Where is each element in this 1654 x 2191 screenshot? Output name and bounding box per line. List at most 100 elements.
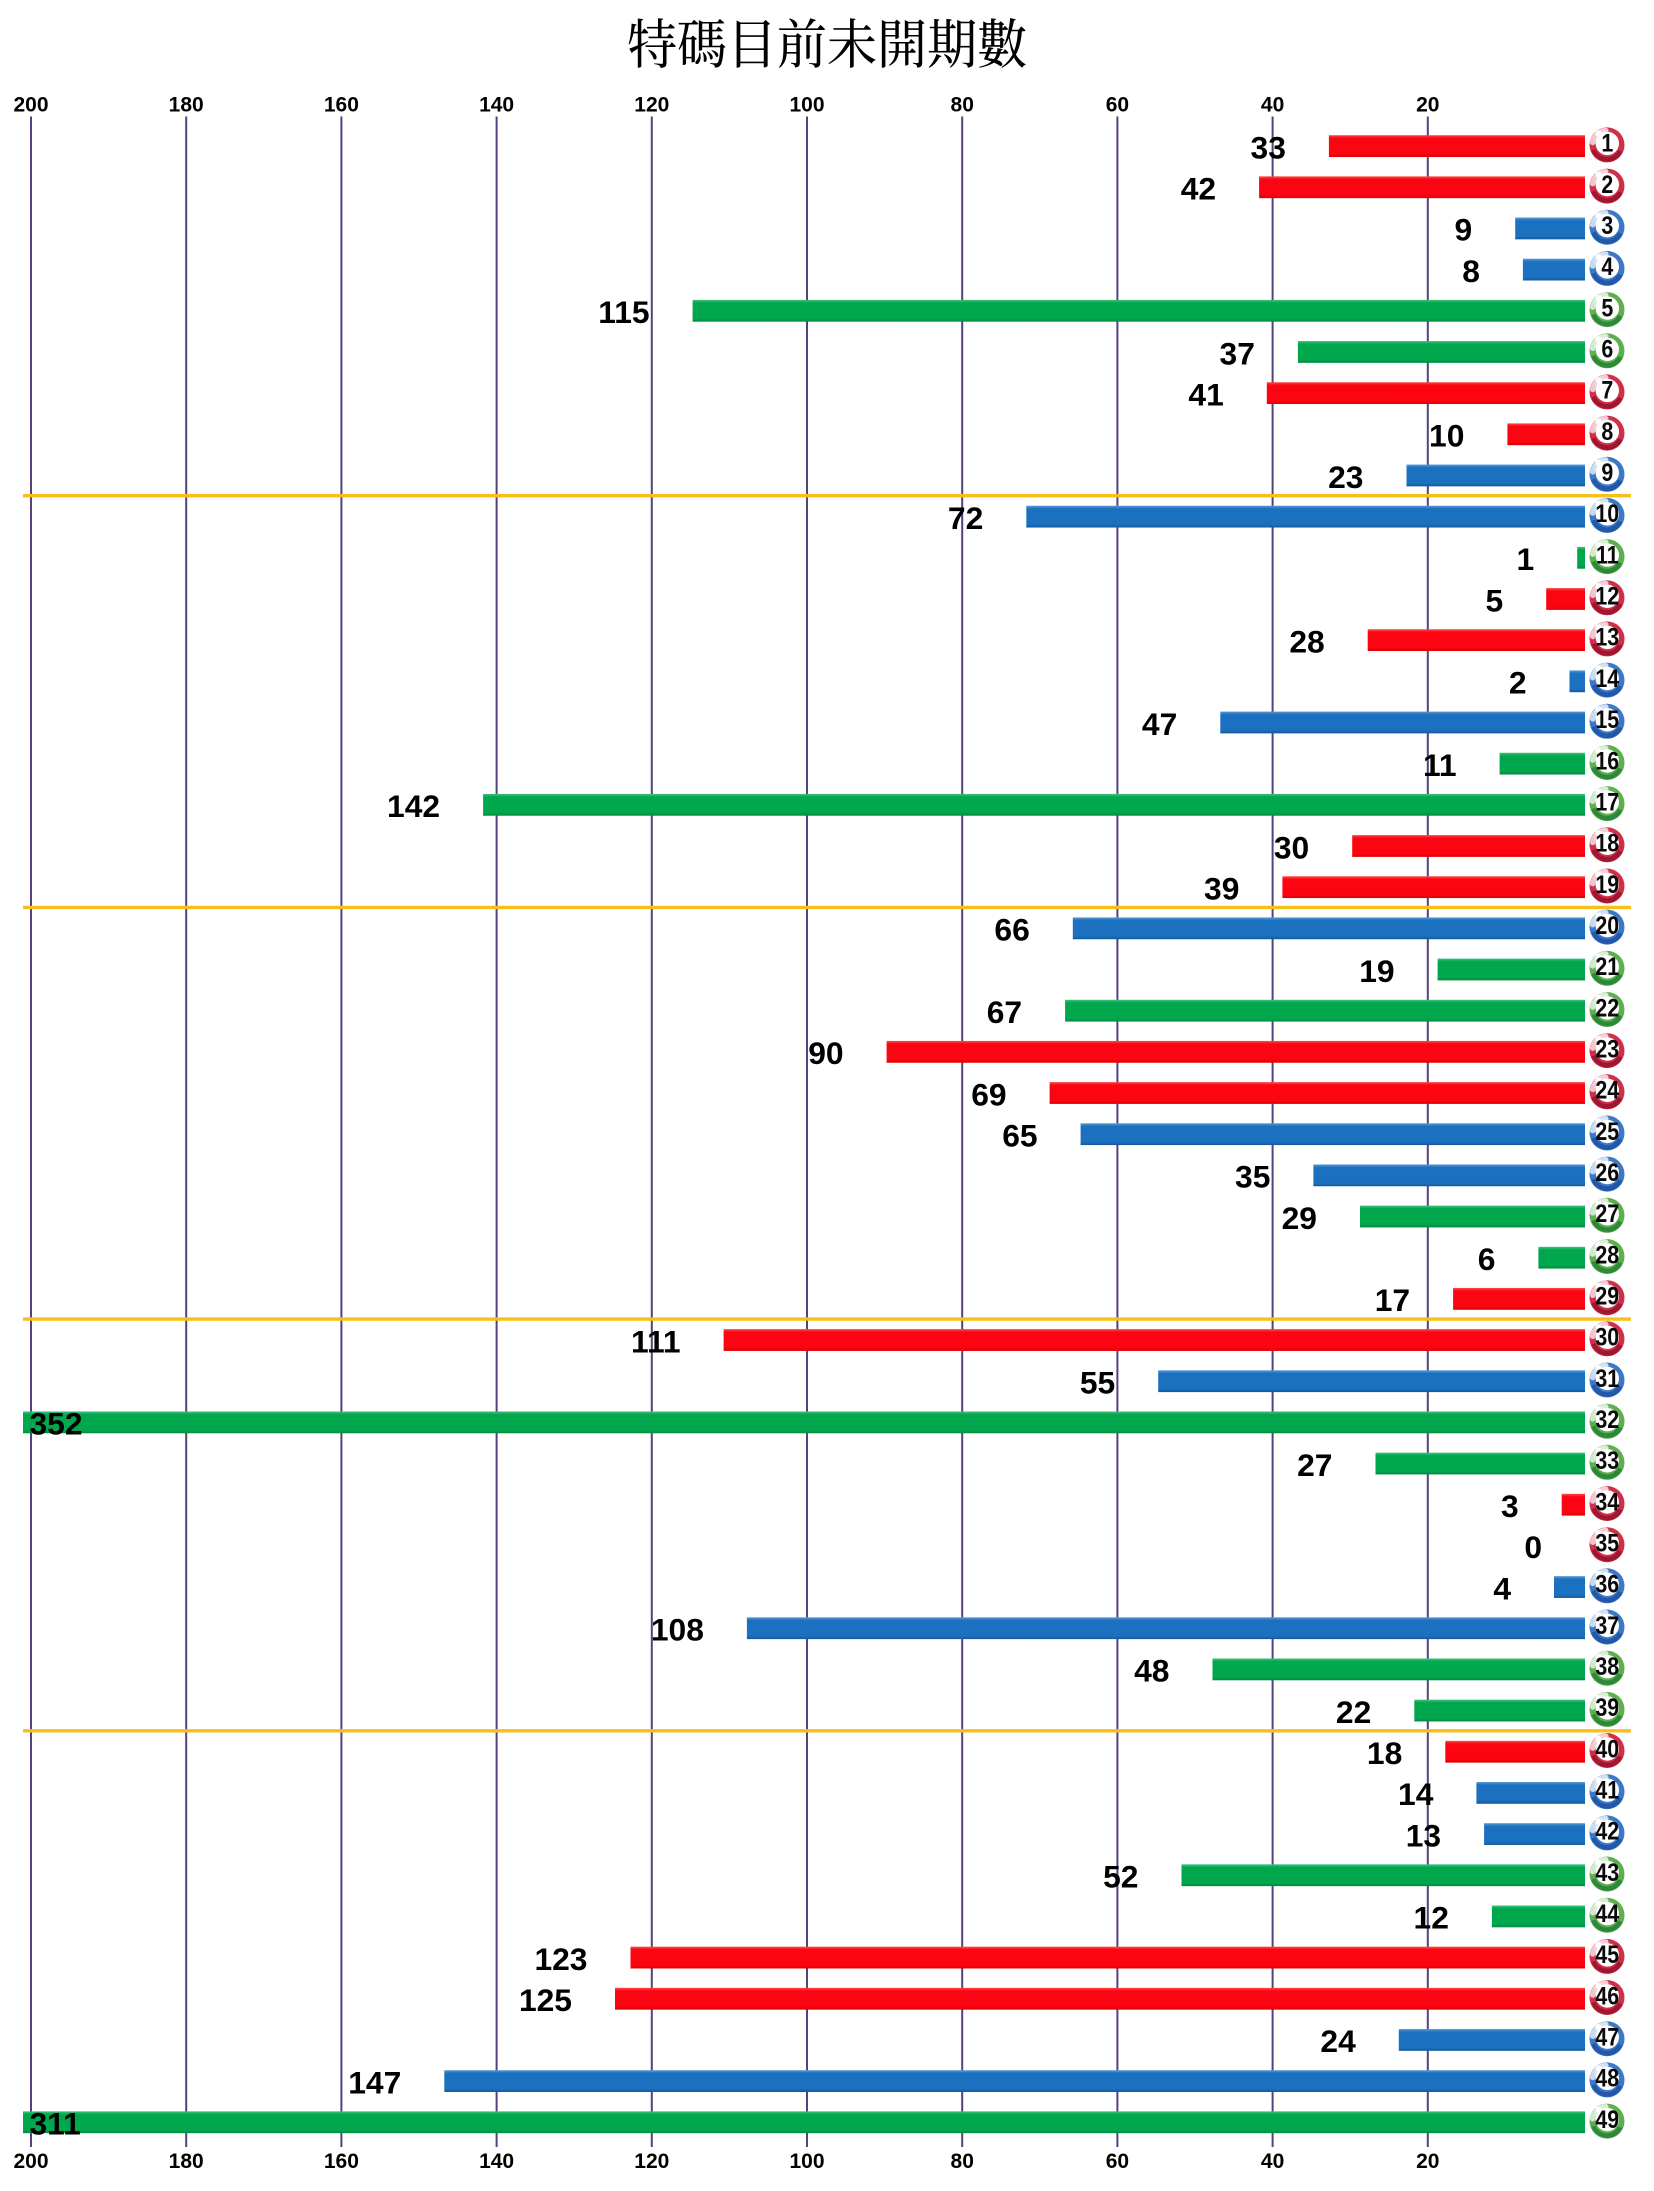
svg-text:1: 1	[1601, 129, 1613, 157]
svg-text:11: 11	[1596, 541, 1619, 569]
svg-text:40: 40	[1595, 1735, 1619, 1763]
svg-text:39: 39	[1204, 871, 1239, 907]
svg-text:142: 142	[387, 788, 440, 824]
svg-text:38: 38	[1595, 1653, 1619, 1681]
svg-text:60: 60	[1106, 94, 1129, 117]
svg-text:18: 18	[1595, 829, 1619, 857]
svg-text:49: 49	[1595, 2105, 1619, 2133]
svg-text:29: 29	[1595, 1282, 1619, 1310]
svg-text:13: 13	[1406, 1817, 1441, 1853]
svg-text:32: 32	[1595, 1406, 1619, 1434]
svg-text:352: 352	[30, 1406, 83, 1442]
svg-text:80: 80	[951, 2150, 974, 2173]
svg-text:19: 19	[1359, 953, 1394, 989]
svg-text:37: 37	[1220, 335, 1255, 371]
svg-text:12: 12	[1414, 1900, 1449, 1936]
svg-text:9: 9	[1455, 212, 1473, 248]
svg-text:13: 13	[1595, 623, 1619, 651]
svg-text:4: 4	[1493, 1570, 1511, 1606]
svg-text:40: 40	[1261, 2150, 1284, 2173]
svg-text:123: 123	[534, 1941, 587, 1977]
svg-text:22: 22	[1336, 1694, 1371, 1730]
svg-text:40: 40	[1261, 94, 1284, 117]
svg-text:140: 140	[479, 2150, 514, 2173]
svg-text:26: 26	[1595, 1159, 1619, 1187]
svg-text:10: 10	[1595, 500, 1619, 528]
svg-text:11: 11	[1423, 747, 1457, 783]
svg-text:24: 24	[1320, 2023, 1356, 2059]
svg-text:69: 69	[971, 1076, 1006, 1112]
svg-text:25: 25	[1595, 1117, 1619, 1145]
svg-text:125: 125	[519, 1982, 572, 2018]
svg-text:41: 41	[1595, 1776, 1619, 1804]
svg-text:48: 48	[1134, 1653, 1169, 1689]
svg-text:160: 160	[324, 94, 359, 117]
svg-text:8: 8	[1462, 253, 1480, 289]
svg-text:3: 3	[1601, 212, 1613, 240]
svg-text:47: 47	[1595, 2023, 1619, 2051]
svg-text:72: 72	[948, 500, 983, 536]
svg-text:33: 33	[1595, 1447, 1619, 1475]
svg-text:67: 67	[987, 994, 1022, 1030]
svg-text:200: 200	[13, 2150, 48, 2173]
svg-text:23: 23	[1328, 459, 1363, 495]
svg-text:311: 311	[30, 2106, 81, 2142]
svg-text:31: 31	[1595, 1364, 1619, 1392]
svg-text:28: 28	[1289, 623, 1324, 659]
svg-text:48: 48	[1595, 2064, 1619, 2092]
svg-text:17: 17	[1595, 788, 1619, 816]
svg-text:47: 47	[1142, 706, 1177, 742]
svg-text:36: 36	[1595, 1570, 1619, 1598]
svg-text:6: 6	[1478, 1241, 1496, 1277]
svg-text:147: 147	[348, 2064, 401, 2100]
svg-text:45: 45	[1595, 1941, 1619, 1969]
svg-text:19: 19	[1595, 870, 1619, 898]
svg-text:100: 100	[789, 94, 824, 117]
svg-text:55: 55	[1080, 1365, 1115, 1401]
svg-text:34: 34	[1595, 1488, 1619, 1516]
svg-text:3: 3	[1501, 1488, 1519, 1524]
svg-text:23: 23	[1595, 1035, 1619, 1063]
svg-text:16: 16	[1595, 747, 1619, 775]
svg-text:17: 17	[1375, 1282, 1410, 1318]
svg-text:42: 42	[1181, 171, 1216, 207]
svg-text:30: 30	[1274, 829, 1309, 865]
svg-text:39: 39	[1595, 1694, 1619, 1722]
svg-text:180: 180	[169, 94, 204, 117]
svg-text:0: 0	[1524, 1529, 1542, 1565]
svg-text:22: 22	[1595, 994, 1619, 1022]
svg-text:65: 65	[1002, 1118, 1037, 1154]
svg-text:44: 44	[1595, 1900, 1619, 1928]
svg-text:90: 90	[808, 1035, 843, 1071]
svg-text:7: 7	[1601, 376, 1613, 404]
svg-text:120: 120	[634, 94, 669, 117]
svg-text:33: 33	[1251, 129, 1286, 165]
svg-text:2: 2	[1509, 665, 1527, 701]
svg-text:120: 120	[634, 2150, 669, 2173]
svg-text:43: 43	[1595, 1858, 1619, 1886]
svg-text:27: 27	[1595, 1200, 1619, 1228]
svg-text:160: 160	[324, 2150, 359, 2173]
svg-text:66: 66	[994, 912, 1029, 948]
svg-text:8: 8	[1601, 417, 1613, 445]
svg-text:108: 108	[651, 1612, 704, 1648]
svg-text:4: 4	[1601, 253, 1613, 281]
svg-text:2: 2	[1601, 170, 1613, 198]
svg-text:200: 200	[13, 94, 48, 117]
svg-text:41: 41	[1188, 376, 1223, 412]
svg-text:37: 37	[1595, 1611, 1619, 1639]
svg-text:180: 180	[169, 2150, 204, 2173]
svg-text:80: 80	[951, 94, 974, 117]
svg-text:14: 14	[1595, 664, 1619, 692]
svg-text:29: 29	[1282, 1200, 1317, 1236]
svg-text:28: 28	[1595, 1241, 1619, 1269]
svg-text:46: 46	[1595, 1982, 1619, 2010]
svg-text:18: 18	[1367, 1735, 1402, 1771]
svg-text:9: 9	[1601, 459, 1613, 487]
svg-text:15: 15	[1595, 706, 1619, 734]
svg-text:30: 30	[1595, 1323, 1619, 1351]
svg-text:20: 20	[1416, 2150, 1439, 2173]
svg-text:10: 10	[1429, 418, 1464, 454]
svg-text:5: 5	[1486, 582, 1504, 618]
svg-text:12: 12	[1595, 582, 1619, 610]
